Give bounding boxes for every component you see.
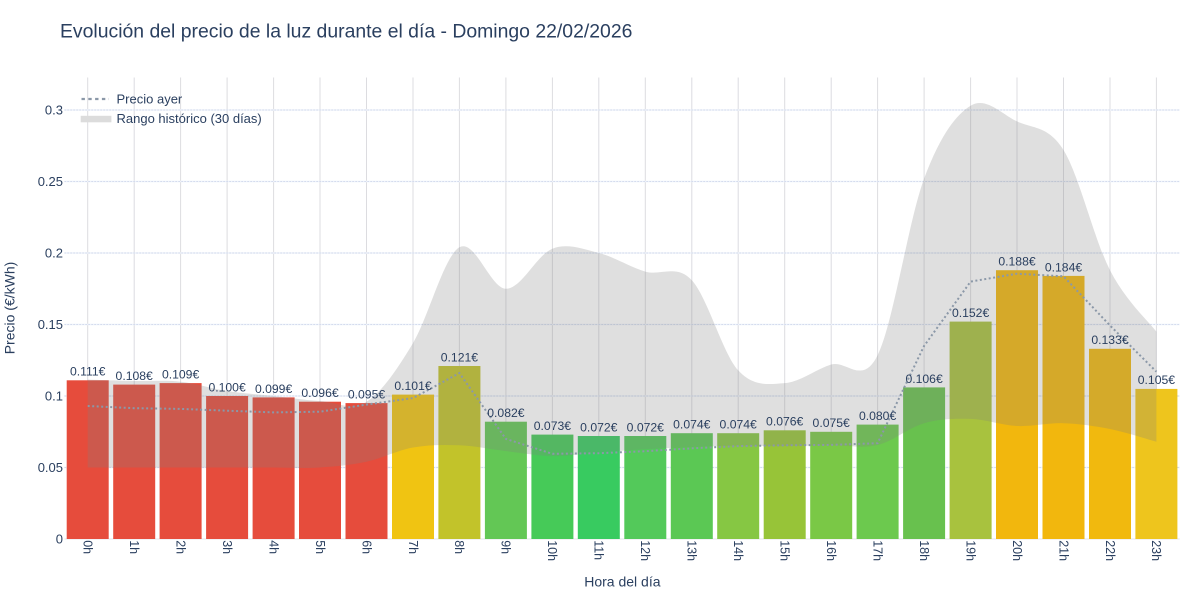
svg-text:10h: 10h [545, 540, 559, 561]
svg-text:18h: 18h [917, 540, 931, 561]
svg-text:0.05: 0.05 [38, 460, 63, 475]
svg-text:0: 0 [56, 532, 63, 547]
svg-text:0.106€: 0.106€ [905, 372, 942, 386]
svg-text:19h: 19h [963, 540, 977, 561]
svg-text:0.105€: 0.105€ [1138, 373, 1175, 387]
svg-text:0.101€: 0.101€ [394, 379, 431, 393]
svg-text:8h: 8h [452, 540, 466, 554]
svg-text:0.184€: 0.184€ [1045, 260, 1082, 274]
svg-text:1h: 1h [127, 540, 141, 554]
svg-text:0.1: 0.1 [45, 389, 63, 404]
svg-text:Hora del día: Hora del día [584, 574, 660, 590]
svg-text:9h: 9h [499, 540, 513, 554]
svg-text:0.072€: 0.072€ [627, 420, 664, 434]
svg-text:22h: 22h [1103, 540, 1117, 561]
svg-text:11h: 11h [592, 540, 606, 560]
svg-text:2h: 2h [173, 540, 187, 554]
svg-text:0.111€: 0.111€ [70, 365, 106, 379]
svg-text:17h: 17h [870, 540, 884, 561]
svg-text:0.095€: 0.095€ [348, 388, 385, 402]
svg-text:5h: 5h [313, 540, 327, 554]
svg-text:14h: 14h [731, 540, 745, 561]
svg-text:0.096€: 0.096€ [301, 386, 338, 400]
svg-text:0.075€: 0.075€ [813, 416, 850, 430]
svg-text:0.076€: 0.076€ [766, 415, 803, 429]
svg-text:15h: 15h [778, 540, 792, 561]
svg-text:3h: 3h [220, 540, 234, 554]
svg-text:Rango histórico (30 días): Rango histórico (30 días) [117, 111, 262, 126]
svg-text:13h: 13h [685, 540, 699, 561]
svg-text:0.15: 0.15 [38, 317, 63, 332]
svg-text:Precio ayer: Precio ayer [117, 92, 183, 107]
svg-text:0.074€: 0.074€ [720, 418, 757, 432]
svg-text:0.100€: 0.100€ [208, 380, 245, 394]
svg-text:0.080€: 0.080€ [859, 409, 896, 423]
svg-text:16h: 16h [824, 540, 838, 561]
svg-text:23h: 23h [1149, 540, 1163, 561]
svg-text:6h: 6h [359, 540, 373, 554]
svg-text:20h: 20h [1010, 540, 1024, 561]
svg-text:0.152€: 0.152€ [952, 306, 989, 320]
svg-text:0.2: 0.2 [45, 246, 63, 261]
svg-text:0.109€: 0.109€ [162, 368, 199, 382]
svg-text:0.108€: 0.108€ [116, 369, 153, 383]
svg-text:21h: 21h [1056, 540, 1070, 561]
svg-text:0.074€: 0.074€ [673, 418, 710, 432]
svg-text:Precio (€/kWh): Precio (€/kWh) [2, 262, 18, 355]
svg-text:0.072€: 0.072€ [580, 420, 617, 434]
svg-text:0.133€: 0.133€ [1091, 333, 1128, 347]
svg-text:0.073€: 0.073€ [534, 419, 571, 433]
svg-text:0.099€: 0.099€ [255, 382, 292, 396]
svg-text:7h: 7h [406, 540, 420, 554]
svg-text:0.188€: 0.188€ [998, 255, 1035, 269]
svg-text:4h: 4h [266, 540, 280, 554]
svg-text:0h: 0h [81, 540, 95, 554]
svg-text:0.121€: 0.121€ [441, 350, 478, 364]
svg-text:0.082€: 0.082€ [487, 406, 524, 420]
svg-text:Evolución del precio de la luz: Evolución del precio de la luz durante e… [60, 20, 632, 42]
svg-text:0.25: 0.25 [38, 174, 63, 189]
svg-text:0.3: 0.3 [45, 103, 63, 118]
svg-text:12h: 12h [638, 540, 652, 561]
